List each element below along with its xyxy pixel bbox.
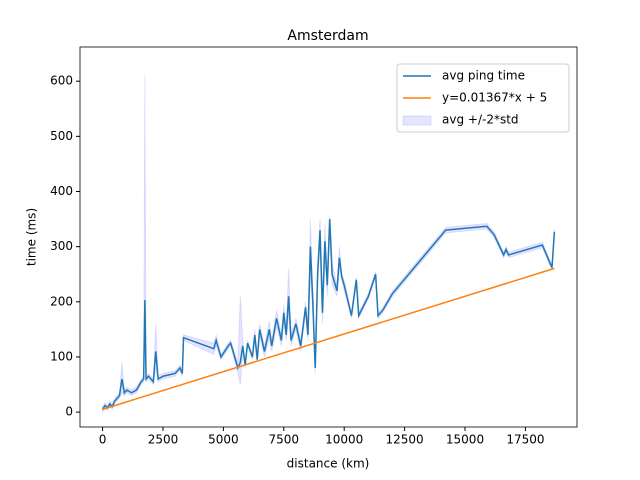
legend-label: avg ping time [442,69,525,83]
legend-label: avg +/-2*std [442,113,519,127]
y-axis-label: time (ms) [25,208,39,266]
y-tick-label: 100 [50,349,73,363]
x-tick-label: 17500 [506,433,544,447]
y-tick-label: 400 [50,184,73,198]
x-tick-label: 10000 [325,433,363,447]
x-axis-label: distance (km) [287,457,370,471]
x-tick-label: 12500 [386,433,424,447]
legend-frame [396,63,570,133]
x-tick-label: 2500 [148,433,179,447]
data-line [102,267,555,411]
chart-title: Amsterdam [287,28,368,44]
x-tick-label: 15000 [446,433,484,447]
y-tick-label: 0 [65,405,73,419]
plot-frame [79,46,578,428]
x-tick-label: 5000 [208,433,239,447]
y-tick-label: 300 [50,239,73,253]
data-line [101,219,556,410]
legend-swatch [402,115,432,126]
x-tick-label: 7500 [269,433,300,447]
y-tick-label: 600 [50,74,73,88]
legend-label: y=0.01367*x + 5 [442,91,547,105]
y-tick-label: 500 [50,129,73,143]
legend: avg ping time y=0.01367*x + 5 avg +/-2*std [396,63,570,133]
y-tick-label: 200 [50,294,73,308]
x-tick-label: 0 [99,433,107,447]
